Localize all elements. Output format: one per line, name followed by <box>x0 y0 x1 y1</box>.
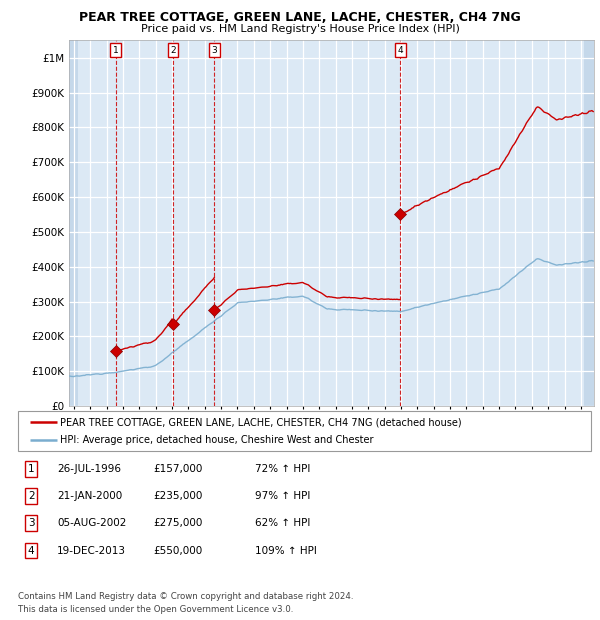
Text: £157,000: £157,000 <box>153 464 202 474</box>
Text: 3: 3 <box>28 518 35 528</box>
Text: 26-JUL-1996: 26-JUL-1996 <box>57 464 121 474</box>
Text: PEAR TREE COTTAGE, GREEN LANE, LACHE, CHESTER, CH4 7NG (detached house): PEAR TREE COTTAGE, GREEN LANE, LACHE, CH… <box>60 417 461 427</box>
Text: 62% ↑ HPI: 62% ↑ HPI <box>255 518 310 528</box>
Text: HPI: Average price, detached house, Cheshire West and Chester: HPI: Average price, detached house, Ches… <box>60 435 373 445</box>
Text: £235,000: £235,000 <box>153 491 202 501</box>
Text: 97% ↑ HPI: 97% ↑ HPI <box>255 491 310 501</box>
Text: 05-AUG-2002: 05-AUG-2002 <box>57 518 127 528</box>
Text: 19-DEC-2013: 19-DEC-2013 <box>57 546 126 556</box>
Text: 3: 3 <box>212 46 217 55</box>
Text: This data is licensed under the Open Government Licence v3.0.: This data is licensed under the Open Gov… <box>18 604 293 614</box>
Text: £550,000: £550,000 <box>153 546 202 556</box>
Text: PEAR TREE COTTAGE, GREEN LANE, LACHE, CHESTER, CH4 7NG: PEAR TREE COTTAGE, GREEN LANE, LACHE, CH… <box>79 11 521 24</box>
Text: Price paid vs. HM Land Registry's House Price Index (HPI): Price paid vs. HM Land Registry's House … <box>140 24 460 33</box>
Text: 1: 1 <box>113 46 119 55</box>
Text: 2: 2 <box>28 491 35 501</box>
Text: 2: 2 <box>170 46 176 55</box>
Text: 4: 4 <box>398 46 403 55</box>
Text: 109% ↑ HPI: 109% ↑ HPI <box>255 546 317 556</box>
Text: £275,000: £275,000 <box>153 518 202 528</box>
Bar <box>69 40 78 406</box>
Text: 4: 4 <box>28 546 35 556</box>
Text: 21-JAN-2000: 21-JAN-2000 <box>57 491 122 501</box>
Text: 1: 1 <box>28 464 35 474</box>
Text: Contains HM Land Registry data © Crown copyright and database right 2024.: Contains HM Land Registry data © Crown c… <box>18 592 353 601</box>
Bar <box>584 40 600 406</box>
Text: 72% ↑ HPI: 72% ↑ HPI <box>255 464 310 474</box>
